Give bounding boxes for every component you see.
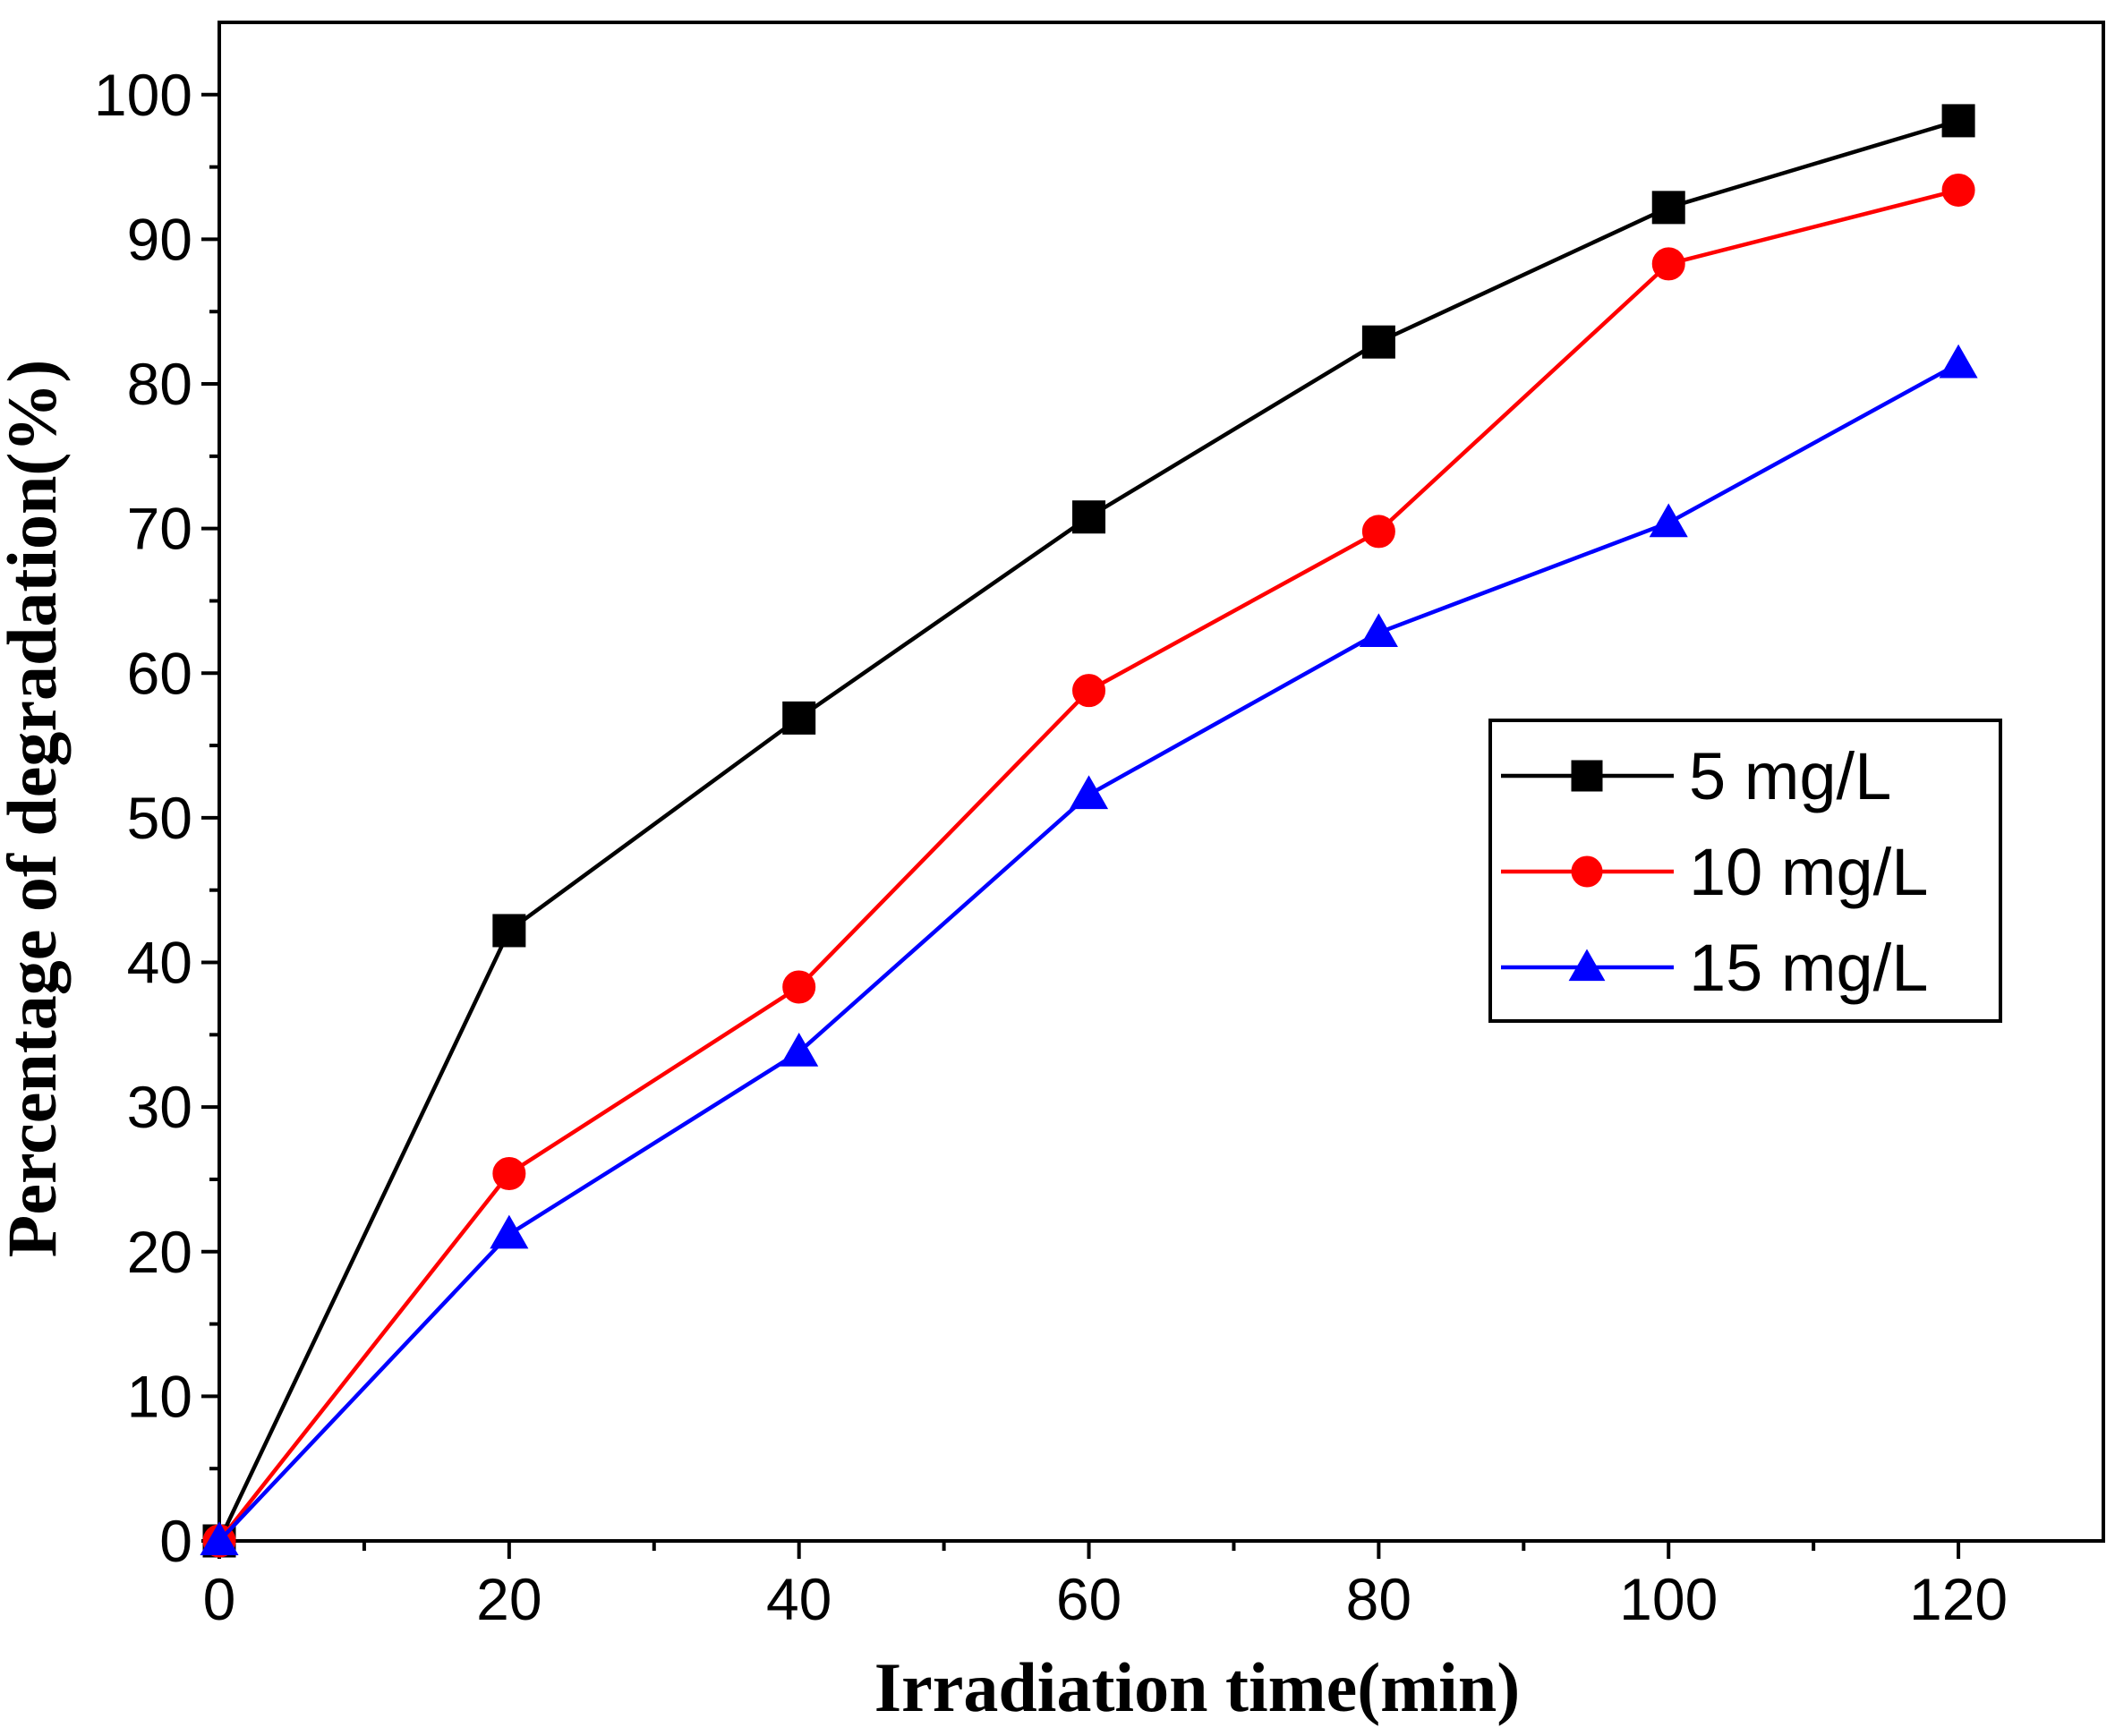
- legend-label: 10 mg/L: [1689, 835, 1928, 909]
- series-2: [202, 173, 1975, 1558]
- legend: 5 mg/L 10 mg/L 15 mg/L: [1488, 719, 2002, 1023]
- y-tick-label: 80: [127, 351, 192, 417]
- y-tick-label: 60: [127, 640, 192, 706]
- data-point: [1072, 500, 1106, 534]
- data-point: [490, 1214, 529, 1249]
- plot-border: [217, 21, 2105, 1543]
- series-layer: [200, 104, 1978, 1558]
- data-point: [1649, 503, 1688, 538]
- legend-marker: [1571, 760, 1603, 792]
- x-tick-label: 40: [766, 1566, 832, 1632]
- legend-entry: 15 mg/L: [1501, 931, 1928, 1005]
- x-tick-label: 100: [1619, 1566, 1718, 1632]
- legend-entry: 10 mg/L: [1501, 835, 1928, 909]
- y-axis-title: Percentage of degradation(%): [0, 360, 71, 1258]
- data-point: [492, 914, 526, 948]
- y-tick-label: 70: [127, 496, 192, 562]
- legend-label: 5 mg/L: [1689, 739, 1891, 813]
- data-point: [1651, 191, 1685, 225]
- legend-marker: [1571, 855, 1603, 888]
- data-point: [1941, 104, 1975, 138]
- x-tick-label: 120: [1909, 1566, 2008, 1632]
- y-tick-label: 30: [127, 1074, 192, 1140]
- y-tick-label: 10: [127, 1363, 192, 1429]
- data-point: [1361, 325, 1395, 359]
- data-point: [200, 1521, 239, 1556]
- x-axis-title: Irradiation time(min): [874, 1648, 1520, 1726]
- y-axis: 0 10 20 30 40 50 60 70 80 90 100: [94, 62, 219, 1574]
- data-point: [780, 1033, 819, 1067]
- data-point: [1939, 344, 1978, 379]
- data-point: [1359, 613, 1398, 648]
- x-axis: 0 20 40 60 80 100 120: [203, 1541, 2008, 1632]
- x-tick-label: 20: [476, 1566, 542, 1632]
- x-tick-label: 0: [203, 1566, 236, 1632]
- x-tick-label: 80: [1346, 1566, 1411, 1632]
- data-point: [1651, 247, 1685, 281]
- plot-frame: [217, 21, 2105, 1543]
- data-point: [782, 970, 816, 1004]
- data-point: [1361, 515, 1395, 549]
- legend-marker: [1568, 949, 1606, 982]
- y-tick-label: 20: [127, 1219, 192, 1285]
- data-point: [1941, 173, 1975, 207]
- data-point: [782, 701, 816, 735]
- legend-entry: 5 mg/L: [1501, 739, 1891, 813]
- series-3: [200, 344, 1978, 1556]
- x-tick-label: 60: [1056, 1566, 1121, 1632]
- y-tick-label: 100: [94, 62, 192, 128]
- data-point: [492, 1156, 526, 1190]
- y-tick-label: 50: [127, 785, 192, 851]
- y-tick-label: 40: [127, 930, 192, 996]
- y-tick-label: 90: [127, 206, 192, 272]
- data-point: [1072, 674, 1106, 708]
- legend-label: 15 mg/L: [1689, 931, 1928, 1005]
- data-point: [1069, 775, 1109, 810]
- y-tick-label: 0: [159, 1508, 192, 1574]
